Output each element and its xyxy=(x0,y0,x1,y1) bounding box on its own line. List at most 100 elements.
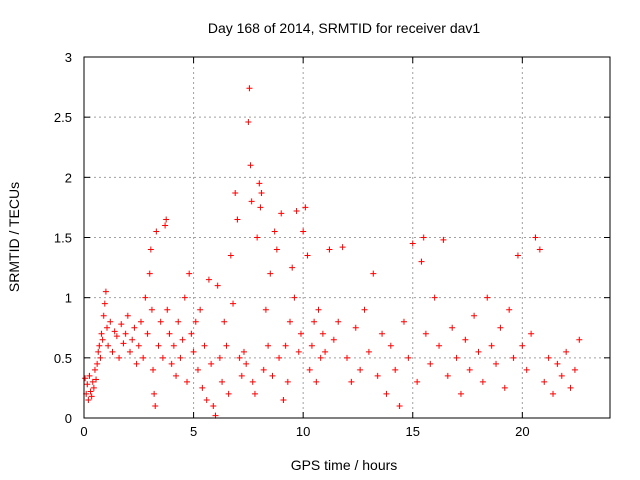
data-point xyxy=(418,258,425,265)
data-point xyxy=(181,294,188,301)
data-point xyxy=(493,360,500,367)
data-point xyxy=(116,354,123,361)
data-point xyxy=(84,381,91,388)
data-point xyxy=(311,318,318,325)
data-point xyxy=(257,204,264,211)
data-point xyxy=(248,198,255,205)
data-point xyxy=(99,336,106,343)
data-point xyxy=(95,348,102,355)
axis-ticks: 0 0.5 1 1.5 2 2.5 3 0 5 10 15 20 xyxy=(54,50,610,439)
data-point xyxy=(152,402,159,409)
data-point xyxy=(122,330,129,337)
data-point xyxy=(361,306,368,313)
data-point xyxy=(243,360,250,367)
data-point xyxy=(302,204,309,211)
data-point xyxy=(287,318,294,325)
data-point xyxy=(129,336,136,343)
x-tick-label: 5 xyxy=(190,424,197,439)
data-point xyxy=(163,216,170,223)
data-point xyxy=(144,330,151,337)
data-point xyxy=(471,312,478,319)
data-point xyxy=(240,348,247,355)
data-point xyxy=(96,342,103,349)
data-point xyxy=(219,378,226,385)
data-point xyxy=(510,354,517,361)
data-point xyxy=(313,378,320,385)
data-point xyxy=(203,396,210,403)
data-point xyxy=(155,342,162,349)
data-point xyxy=(409,240,416,247)
data-point xyxy=(127,348,134,355)
data-point xyxy=(300,228,307,235)
data-point xyxy=(86,372,93,379)
data-point xyxy=(532,234,539,241)
data-point xyxy=(453,354,460,361)
x-tick-label: 20 xyxy=(515,424,529,439)
y-tick-label: 1.5 xyxy=(54,231,72,246)
data-point xyxy=(162,222,169,229)
data-point xyxy=(201,342,208,349)
data-point xyxy=(236,354,243,361)
data-point xyxy=(208,360,215,367)
data-point xyxy=(133,360,140,367)
data-point xyxy=(322,348,329,355)
data-point xyxy=(514,252,521,259)
data-point xyxy=(317,354,324,361)
data-point xyxy=(184,378,191,385)
data-point xyxy=(120,340,127,347)
data-point xyxy=(164,306,171,313)
grid-lines xyxy=(84,57,610,418)
data-point xyxy=(147,246,154,253)
data-point xyxy=(113,333,120,340)
data-point xyxy=(567,384,574,391)
x-tick-label: 15 xyxy=(406,424,420,439)
data-point xyxy=(188,330,195,337)
data-point xyxy=(550,390,557,397)
data-point xyxy=(396,402,403,409)
data-point xyxy=(146,270,153,277)
data-point xyxy=(519,342,526,349)
data-point xyxy=(319,330,326,337)
data-point xyxy=(444,372,451,379)
data-point xyxy=(269,372,276,379)
y-tick-label: 3 xyxy=(65,50,72,65)
data-point xyxy=(98,330,105,337)
data-point xyxy=(159,354,166,361)
data-point xyxy=(278,210,285,217)
data-point xyxy=(563,348,570,355)
data-point xyxy=(262,306,269,313)
x-tick-label: 0 xyxy=(80,424,87,439)
data-point xyxy=(90,384,97,391)
data-point xyxy=(558,372,565,379)
data-point xyxy=(168,360,175,367)
data-point xyxy=(91,366,98,373)
data-point xyxy=(352,324,359,331)
data-point xyxy=(258,189,265,196)
data-point xyxy=(238,372,245,379)
data-point xyxy=(93,376,100,383)
data-point xyxy=(284,378,291,385)
data-point xyxy=(214,282,221,289)
data-point xyxy=(227,252,234,259)
data-point xyxy=(541,378,548,385)
data-point xyxy=(140,354,147,361)
data-point xyxy=(105,342,112,349)
data-point xyxy=(245,118,252,125)
data-point xyxy=(405,354,412,361)
y-tick-label: 2 xyxy=(65,170,72,185)
data-point xyxy=(536,246,543,253)
data-point xyxy=(457,390,464,397)
data-point xyxy=(157,318,164,325)
data-point xyxy=(89,378,96,385)
data-point xyxy=(173,372,180,379)
data-point xyxy=(306,366,313,373)
data-point xyxy=(221,318,228,325)
data-point xyxy=(150,366,157,373)
data-point xyxy=(293,208,300,215)
data-point xyxy=(479,378,486,385)
data-point xyxy=(142,294,149,301)
data-point xyxy=(271,228,278,235)
data-point xyxy=(223,342,230,349)
data-point xyxy=(295,348,302,355)
data-point xyxy=(545,354,552,361)
